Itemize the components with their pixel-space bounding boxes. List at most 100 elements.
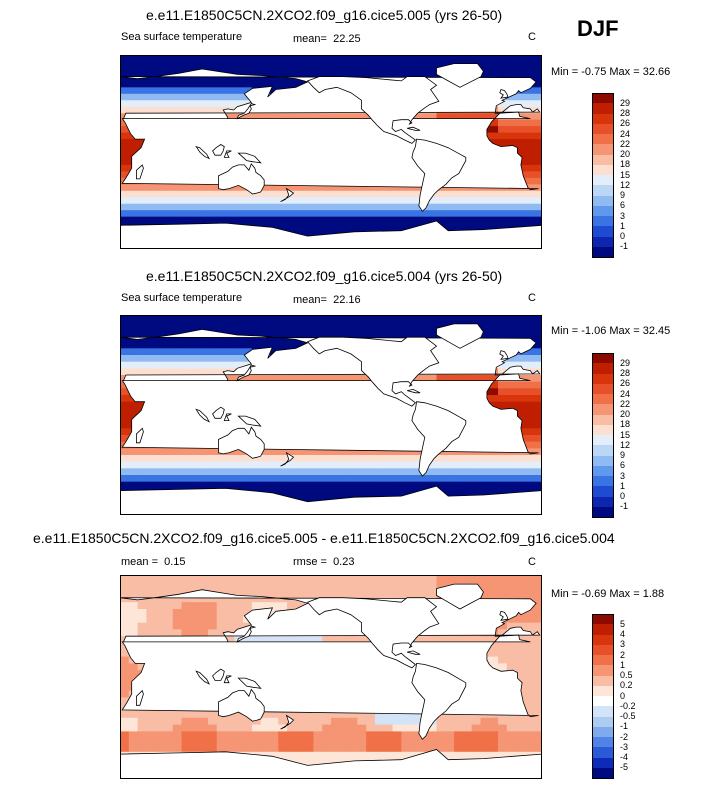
field-cell: [339, 197, 350, 205]
field-cell: [366, 481, 376, 489]
field-cell: [181, 575, 191, 583]
colorbar-swatch: [592, 404, 614, 415]
land-sulawesi: [223, 413, 232, 421]
field-cell: [251, 731, 262, 739]
field-cell: [199, 197, 209, 205]
field-cell: [524, 388, 534, 396]
colorbar-tick-label: 9: [620, 190, 626, 200]
field-cell: [313, 758, 323, 766]
field-cell: [436, 455, 446, 463]
field-cell: [515, 93, 526, 101]
field-cell: [216, 717, 227, 726]
field-cell: [146, 210, 156, 218]
field-cell: [146, 61, 156, 69]
field-cell: [199, 203, 209, 211]
colorbar-tick-label: -1: [620, 501, 629, 512]
field-cell: [207, 348, 218, 356]
field-cell: [199, 335, 209, 343]
field-cell: [498, 656, 508, 664]
field-cell: [462, 216, 473, 224]
field-cell: [533, 355, 542, 363]
field-cell: [216, 481, 227, 489]
field-cell: [207, 629, 218, 637]
field-cell: [348, 67, 358, 75]
field-cell: [260, 455, 271, 463]
field-cell: [251, 197, 262, 205]
field-cell: [322, 190, 332, 198]
field-cell: [454, 575, 464, 583]
field-cell: [304, 328, 315, 336]
field-cell: [366, 321, 376, 329]
field-cell: [462, 190, 473, 198]
field-cell: [533, 441, 542, 449]
field-cell: [462, 731, 473, 739]
field-cell: [155, 197, 165, 205]
field-cell: [489, 401, 499, 409]
field-cell: [524, 738, 534, 746]
panel-1-map: [120, 55, 542, 249]
field-cell: [155, 55, 165, 63]
field-cell: [163, 93, 174, 101]
field-cell: [120, 643, 130, 651]
field-cell: [260, 448, 271, 456]
field-cell: [427, 55, 438, 63]
field-cell: [146, 455, 156, 463]
field-cell: [251, 602, 262, 610]
field-cell: [533, 375, 542, 383]
field-cell: [383, 328, 394, 336]
field-cell: [506, 223, 517, 231]
field-cell: [234, 184, 244, 192]
field-cell: [366, 468, 376, 476]
field-cell: [410, 190, 420, 198]
field-cell: [137, 139, 147, 147]
field-cell: [190, 315, 200, 323]
field-cell: [146, 80, 156, 88]
field-cell: [427, 724, 438, 732]
field-cell: [155, 588, 165, 596]
field-cell: [181, 348, 191, 356]
field-cell: [462, 461, 473, 469]
field-cell: [278, 375, 288, 383]
field-cell: [339, 184, 350, 192]
field-cell: [137, 731, 147, 739]
field-cell: [498, 717, 508, 726]
field-cell: [207, 100, 218, 108]
field-cell: [322, 61, 332, 69]
field-cell: [392, 461, 402, 469]
panel-1-range: Min = -0.75 Max = 32.66: [551, 66, 671, 78]
field-cell: [128, 622, 139, 630]
field-cell: [163, 321, 174, 329]
field-cell: [120, 171, 130, 179]
field-cell: [506, 481, 517, 489]
land-antarctica: [120, 220, 542, 249]
colorbar-swatch: [592, 93, 614, 105]
land-new-zealand: [280, 451, 295, 467]
field-cell: [128, 55, 139, 63]
field-cell: [155, 368, 165, 376]
field-cell: [190, 368, 200, 376]
field-cell: [533, 139, 542, 147]
field-cell: [295, 724, 306, 732]
field-cell: [278, 315, 288, 323]
field-cell: [181, 609, 191, 617]
field-cell: [243, 335, 253, 343]
field-cell: [137, 184, 147, 192]
field-cell: [533, 210, 542, 218]
field-cell: [304, 203, 315, 211]
field-cell: [146, 581, 156, 590]
field-cell: [155, 581, 165, 590]
field-cell: [331, 731, 341, 739]
field-cell: [243, 61, 253, 69]
field-cell: [374, 581, 385, 590]
field-cell: [498, 132, 508, 140]
land-cuba: [407, 650, 421, 655]
field-cell: [436, 315, 446, 323]
field-cell: [216, 724, 227, 732]
field-cell: [163, 190, 174, 198]
field-cell: [524, 152, 534, 160]
field-cell: [155, 93, 165, 101]
field-cell: [163, 468, 174, 476]
field-cell: [120, 428, 130, 436]
field-cell: [155, 622, 165, 630]
field-cell: [190, 341, 200, 349]
